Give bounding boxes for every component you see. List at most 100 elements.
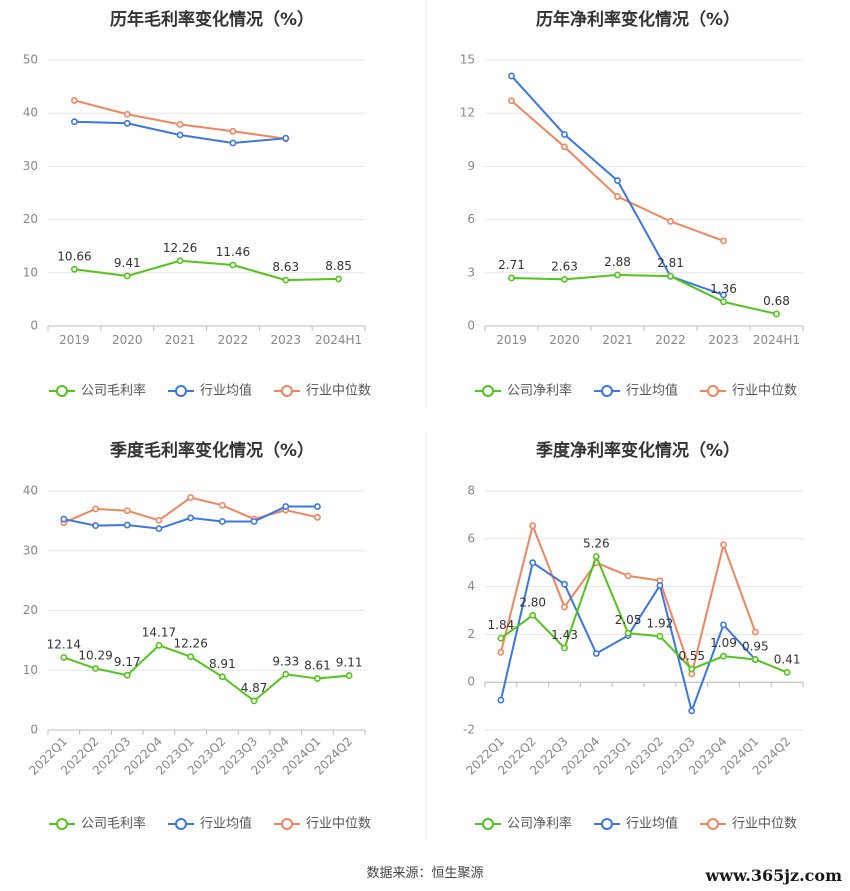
legend-swatch-marker: [56, 818, 68, 830]
x-tick-label: 2019: [496, 333, 527, 347]
data-point-industry-avg: [720, 621, 727, 629]
data-point-industry-avg: [508, 72, 515, 80]
data-point-industry-median: [529, 522, 537, 530]
y-tick-label: 9: [467, 159, 475, 173]
legend-item-industry-avg: 行业均值: [168, 816, 252, 832]
data-point-industry-median: [218, 501, 226, 509]
data-label: 2.81: [657, 256, 684, 270]
data-source-note: 数据来源：恒生聚源: [366, 866, 484, 881]
y-tick-label: 30: [23, 543, 38, 557]
legend-label: 行业均值: [200, 816, 252, 832]
data-point-industry-median: [561, 603, 568, 611]
legend-item-company: 公司净利率: [475, 383, 572, 399]
data-label: 2.71: [498, 258, 525, 272]
data-label: 11.46: [216, 245, 250, 259]
data-point-industry-avg: [592, 650, 600, 657]
legend-swatch-marker: [281, 818, 293, 830]
data-point-industry-avg: [123, 119, 131, 127]
data-point-company: [614, 271, 621, 279]
series-line-company: [63, 644, 350, 703]
legend-item-industry-avg: 行业均值: [594, 816, 678, 832]
legend-label: 公司毛利率: [81, 383, 146, 399]
legend-swatch-marker: [707, 818, 719, 830]
x-tick-label: 2023: [708, 333, 739, 347]
data-point-company: [561, 275, 568, 283]
data-label: 1.43: [551, 628, 578, 642]
data-point-company: [123, 671, 131, 679]
data-label: 12.26: [163, 241, 197, 255]
data-label: 2.05: [615, 613, 642, 627]
data-label: 12.26: [173, 637, 207, 651]
data-point-industry-median: [614, 193, 621, 200]
data-label: 1.92: [647, 616, 674, 630]
data-point-company: [508, 274, 515, 282]
y-tick-label: 15: [460, 53, 475, 67]
data-point-industry-avg: [656, 582, 664, 589]
data-point-company: [688, 665, 696, 673]
data-point-industry-avg: [497, 696, 505, 704]
legend-item-industry-median: 行业中位数: [274, 817, 371, 832]
y-tick-label: 0: [30, 723, 38, 737]
series-line-company: [74, 259, 339, 282]
data-point-industry-median: [720, 541, 727, 549]
legend-item-industry-avg: 行业均值: [168, 383, 252, 399]
legend-item-company: 公司毛利率: [49, 383, 146, 399]
legend-label: 公司净利率: [507, 383, 572, 399]
y-tick-label: 2: [467, 627, 475, 641]
data-point-industry-avg: [229, 139, 237, 147]
data-label: 2.80: [519, 595, 546, 609]
x-tick-label: 2021: [602, 333, 633, 347]
data-point-industry-median: [123, 507, 131, 515]
data-label: 4.87: [241, 681, 268, 695]
data-point-industry-avg: [282, 503, 290, 510]
data-point-company: [497, 634, 505, 642]
data-label: 9.17: [114, 655, 141, 669]
data-point-company: [123, 272, 131, 280]
legend-label: 行业均值: [200, 383, 252, 399]
data-point-company: [783, 669, 791, 676]
legend-swatch-marker: [175, 818, 187, 830]
legend-item-industry-avg: 行业均值: [594, 383, 678, 399]
data-point-industry-median: [751, 628, 759, 636]
data-point-industry-avg: [614, 177, 621, 184]
x-tick-label: 2023: [270, 333, 301, 347]
data-point-industry-avg: [92, 522, 99, 530]
data-label: 8.91: [209, 657, 236, 671]
data-label: 0.95: [742, 639, 769, 653]
chart-panel-1: 历年毛利率变化情况（%） 0 10 20 30 40 50 2019 2020 2021 2022 2…: [23, 9, 371, 399]
x-tick-label: 2020: [549, 333, 580, 347]
data-point-company: [155, 641, 163, 649]
data-point-company: [229, 261, 237, 269]
data-point-industry-avg: [720, 291, 727, 299]
data-point-company: [656, 632, 664, 640]
legend-label: 行业中位数: [732, 817, 797, 832]
data-point-company: [60, 654, 68, 661]
data-label: 0.55: [678, 649, 705, 663]
y-tick-label: 3: [467, 265, 475, 279]
data-point-industry-avg: [187, 514, 195, 522]
data-point-industry-avg: [688, 707, 696, 715]
legend-item-company: 公司毛利率: [49, 816, 146, 832]
y-tick-label: 12: [460, 106, 475, 120]
data-point-industry-median: [155, 516, 163, 524]
data-point-company: [71, 265, 78, 273]
x-tick-label: 2022: [218, 333, 249, 347]
chart-panel-2: 历年净利率变化情况（%） 0 3 6 9 12 15 2019 2020 2021 2022 2023…: [460, 9, 804, 399]
data-point-company: [314, 675, 321, 682]
legend-swatch-marker: [601, 385, 613, 397]
legend-label: 公司毛利率: [81, 816, 146, 832]
x-tick-label: 2019: [59, 333, 90, 347]
y-tick-label: 0: [467, 675, 475, 689]
data-point-industry-avg: [314, 503, 321, 510]
data-label: 8.61: [304, 659, 331, 673]
data-point-industry-avg: [60, 515, 68, 523]
x-tick-label: 2024H1: [753, 333, 800, 347]
chart-title: 历年净利率变化情况（%）: [536, 9, 740, 30]
y-tick-label: -2: [463, 723, 475, 737]
legend-label: 行业中位数: [732, 384, 797, 399]
y-tick-label: 50: [23, 53, 38, 67]
data-label: 1.36: [710, 282, 737, 296]
data-label: 2.88: [604, 255, 631, 269]
data-point-company: [176, 257, 184, 265]
